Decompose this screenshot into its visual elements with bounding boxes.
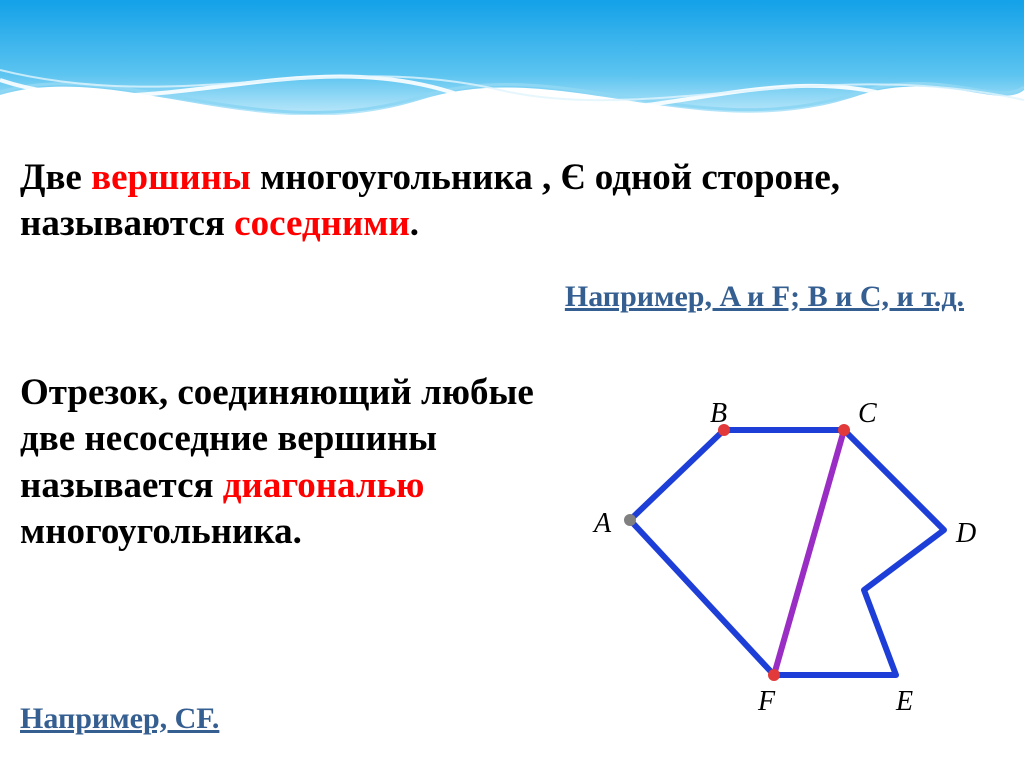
vertex-label-D: D [956,518,976,550]
vertex-label-C: C [858,398,877,430]
definition-1: Две вершины многоугольника , Є одной сто… [20,155,1004,248]
vertex-dot-F [768,669,780,681]
def1-p2: вершины [91,157,251,198]
def1-p5: . [410,203,419,244]
example-1: Например, A и F; B и C, и т.д. [20,280,1004,314]
def2-p3: многоугольника. [20,511,302,552]
vertex-label-B: B [710,398,727,430]
def1-p1: Две [20,157,91,198]
example-2: Например, CF. [20,702,219,736]
definition-2: Отрезок, соединяющий любые две несоседни… [20,370,540,555]
vertex-dot-A [624,514,636,526]
def1-p4: соседними [234,203,410,244]
vertex-label-F: F [758,686,775,718]
vertex-dot-C [838,424,850,436]
header-wave [0,0,1024,160]
polygon-diagram: A B C D E F [544,380,1004,740]
vertex-label-A: A [594,508,611,540]
vertex-label-E: E [896,686,913,718]
diagonal-cf [774,430,844,675]
def2-p2: диагональю [223,465,425,506]
